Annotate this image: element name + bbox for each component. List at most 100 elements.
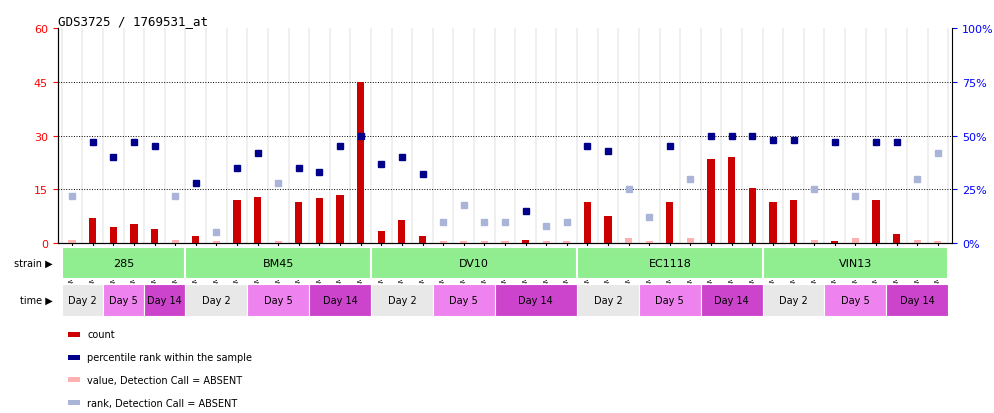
- Bar: [578, 285, 639, 316]
- Text: percentile rank within the sample: percentile rank within the sample: [87, 352, 252, 362]
- Text: Day 5: Day 5: [263, 295, 292, 306]
- Text: Day 2: Day 2: [388, 295, 416, 306]
- Text: Day 5: Day 5: [841, 295, 870, 306]
- Bar: [762, 29, 824, 244]
- Bar: [62, 247, 186, 279]
- Bar: [234, 201, 241, 244]
- Bar: [604, 217, 611, 244]
- Text: strain ▶: strain ▶: [14, 258, 53, 268]
- Bar: [186, 285, 248, 316]
- Text: GDS3725 / 1769531_at: GDS3725 / 1769531_at: [58, 15, 208, 28]
- Bar: [460, 242, 467, 244]
- Bar: [62, 285, 103, 316]
- Bar: [186, 29, 248, 244]
- Bar: [62, 29, 103, 244]
- Bar: [103, 29, 144, 244]
- Text: Day 2: Day 2: [593, 295, 622, 306]
- Bar: [295, 202, 302, 244]
- Bar: [109, 228, 117, 244]
- Bar: [666, 202, 674, 244]
- Text: time ▶: time ▶: [20, 295, 53, 306]
- Bar: [357, 83, 364, 244]
- Bar: [371, 247, 578, 279]
- Bar: [578, 247, 762, 279]
- Bar: [501, 242, 509, 244]
- Bar: [495, 285, 578, 316]
- Bar: [543, 242, 550, 244]
- Text: count: count: [87, 330, 115, 339]
- Text: Day 14: Day 14: [715, 295, 749, 306]
- Bar: [687, 238, 694, 244]
- Bar: [316, 199, 323, 244]
- Bar: [873, 201, 880, 244]
- Bar: [762, 247, 948, 279]
- Bar: [144, 285, 186, 316]
- Text: BM45: BM45: [262, 258, 294, 268]
- Bar: [69, 240, 76, 244]
- Bar: [762, 285, 824, 316]
- Bar: [144, 29, 186, 244]
- Bar: [192, 237, 200, 244]
- Bar: [213, 242, 220, 244]
- Bar: [248, 285, 309, 316]
- Bar: [790, 201, 797, 244]
- Text: Day 5: Day 5: [449, 295, 478, 306]
- Bar: [852, 238, 859, 244]
- Bar: [378, 231, 385, 244]
- Bar: [824, 29, 887, 244]
- Bar: [639, 29, 701, 244]
- Bar: [432, 285, 495, 316]
- Text: Day 2: Day 2: [779, 295, 808, 306]
- Text: DV10: DV10: [459, 258, 489, 268]
- Bar: [254, 197, 261, 244]
- Bar: [639, 285, 701, 316]
- Bar: [831, 242, 838, 244]
- Bar: [708, 159, 715, 244]
- Bar: [309, 285, 371, 316]
- Bar: [439, 242, 446, 244]
- Text: VIN13: VIN13: [839, 258, 872, 268]
- Bar: [564, 242, 571, 244]
- Bar: [371, 285, 432, 316]
- Bar: [810, 240, 818, 244]
- Bar: [309, 29, 371, 244]
- Bar: [248, 29, 309, 244]
- Text: Day 14: Day 14: [519, 295, 554, 306]
- Bar: [399, 221, 406, 244]
- Bar: [824, 285, 887, 316]
- Bar: [625, 238, 632, 244]
- Bar: [89, 218, 96, 244]
- Bar: [769, 202, 776, 244]
- Bar: [887, 29, 948, 244]
- Text: rank, Detection Call = ABSENT: rank, Detection Call = ABSENT: [87, 398, 238, 408]
- Bar: [418, 237, 426, 244]
- Bar: [481, 242, 488, 244]
- Bar: [172, 240, 179, 244]
- Bar: [130, 224, 137, 244]
- Text: Day 2: Day 2: [202, 295, 231, 306]
- Text: value, Detection Call = ABSENT: value, Detection Call = ABSENT: [87, 375, 243, 385]
- Text: 285: 285: [113, 258, 134, 268]
- Bar: [151, 229, 158, 244]
- Text: Day 5: Day 5: [655, 295, 684, 306]
- Bar: [495, 29, 578, 244]
- Bar: [103, 285, 144, 316]
- Bar: [336, 195, 344, 244]
- Bar: [371, 29, 432, 244]
- Bar: [748, 188, 755, 244]
- Bar: [522, 240, 529, 244]
- Bar: [583, 202, 591, 244]
- Bar: [701, 285, 762, 316]
- Bar: [934, 242, 941, 244]
- Bar: [913, 240, 920, 244]
- Text: Day 14: Day 14: [900, 295, 934, 306]
- Bar: [728, 158, 736, 244]
- Bar: [701, 29, 762, 244]
- Bar: [893, 235, 901, 244]
- Text: Day 5: Day 5: [109, 295, 138, 306]
- Text: Day 2: Day 2: [68, 295, 96, 306]
- Text: Day 14: Day 14: [323, 295, 358, 306]
- Bar: [578, 29, 639, 244]
- Bar: [887, 285, 948, 316]
- Text: EC1118: EC1118: [648, 258, 691, 268]
